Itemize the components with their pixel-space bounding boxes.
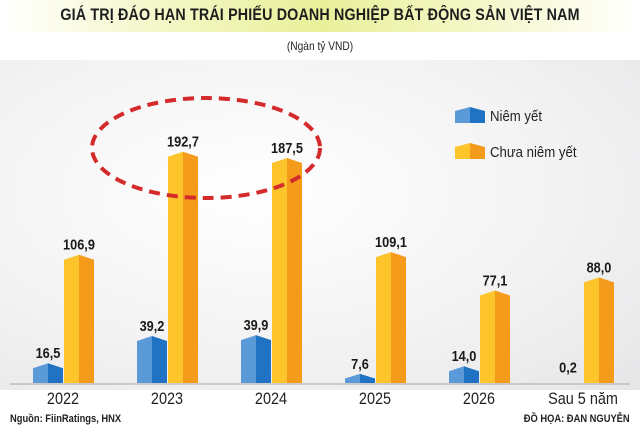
bar-chua-niem-yet-2022: 106,9 (63, 236, 95, 383)
bar-chua-niem-yet-2023: 192,7 (167, 133, 199, 383)
data-label: 39,2 (140, 317, 165, 334)
data-label: 7,6 (351, 355, 369, 372)
source-note: Nguồn: FiinRatings, HNX (10, 413, 122, 425)
highlight-ellipse (90, 96, 322, 200)
data-label: 192,7 (167, 133, 199, 150)
data-label: 77,1 (483, 271, 508, 288)
bar-niem-yet-2024: 39,9 (241, 316, 271, 383)
data-label: 39,9 (244, 316, 269, 333)
data-label: 109,1 (375, 233, 407, 250)
bar-chua-niem-yet-Sau-5-năm: 88,0 (584, 258, 614, 383)
legend-item-niem-yet: Niêm yết (455, 107, 542, 124)
legend-item-chua-niem-yet: Chưa niêm yết (455, 143, 577, 160)
graphic-credit: ĐỒ HỌA: ĐAN NGUYỄN (524, 413, 630, 425)
bar-niem-yet-Sau-5-năm: 0,2 (559, 359, 577, 376)
bar-niem-yet-2025: 7,6 (345, 355, 375, 383)
data-label: 14,0 (452, 347, 477, 364)
legend-label: Chưa niêm yết (490, 143, 577, 160)
title-band (0, 0, 640, 32)
chart-subtitle: (Ngàn tỷ VND) (286, 39, 354, 53)
data-label: 0,2 (559, 359, 577, 376)
x-tick-label: 2026 (463, 390, 495, 408)
bar-chua-niem-yet-2024: 187,5 (271, 139, 303, 383)
bar-niem-yet-2023: 39,2 (137, 317, 167, 383)
chart-title: GIÁ TRỊ ĐÁO HẠN TRÁI PHIẾU DOANH NGHIỆP … (60, 5, 580, 24)
data-label: 187,5 (271, 139, 303, 156)
bar-niem-yet-2022: 16,5 (33, 344, 63, 383)
data-label: 88,0 (587, 258, 612, 275)
legend-swatch-icon (455, 107, 485, 123)
x-tick-label: 2022 (47, 390, 79, 408)
bar-chua-niem-yet-2026: 77,1 (480, 271, 510, 383)
x-tick-label: 2024 (255, 390, 287, 408)
chart-background (0, 60, 640, 390)
legend-swatch-icon (455, 143, 485, 159)
bar-chua-niem-yet-2025: 109,1 (375, 233, 407, 383)
data-label: 106,9 (63, 236, 95, 253)
x-tick-label: 2025 (359, 390, 391, 408)
bar-niem-yet-2026: 14,0 (449, 347, 479, 383)
x-tick-label: 2023 (151, 390, 183, 408)
legend-label: Niêm yết (490, 107, 542, 124)
data-label: 16,5 (36, 344, 61, 361)
x-tick-label: Sau 5 năm (548, 390, 618, 408)
